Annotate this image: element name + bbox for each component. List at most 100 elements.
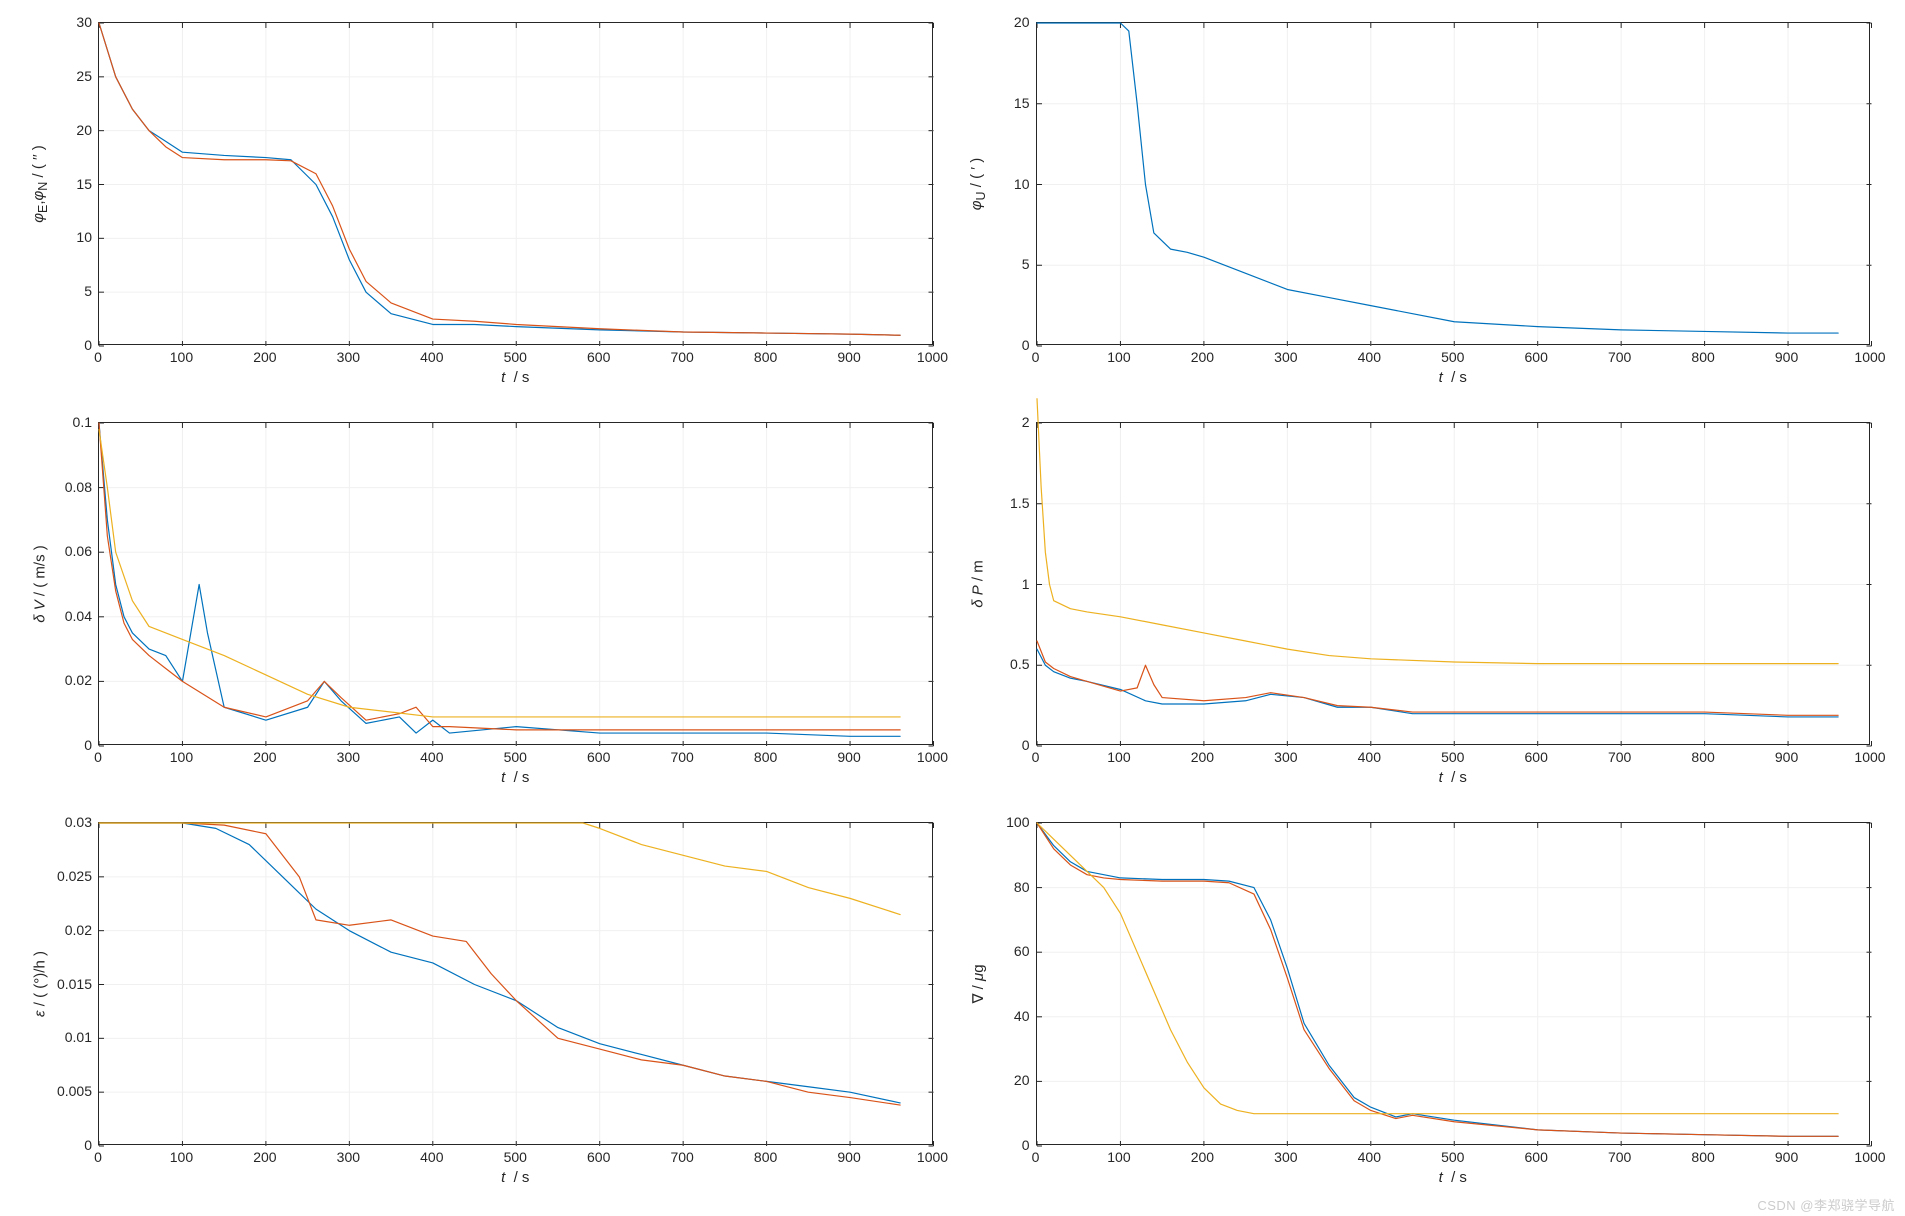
plot-area — [98, 22, 933, 345]
xtick-label: 700 — [1608, 1149, 1631, 1165]
panel-deltaV: 0100200300400500600700800900100000.020.0… — [20, 410, 948, 800]
panel-eps: 0100200300400500600700800900100000.0050.… — [20, 810, 948, 1200]
series-line — [1037, 23, 1838, 333]
ytick-label: 0.025 — [57, 868, 92, 884]
xtick-label: 500 — [1441, 349, 1464, 365]
xtick-label: 1000 — [917, 349, 948, 365]
ytick-label: 2 — [1022, 414, 1030, 430]
xtick-label: 200 — [1191, 349, 1214, 365]
ytick-label: 100 — [1006, 814, 1029, 830]
ytick-label: 0 — [1022, 1137, 1030, 1153]
series-line — [1037, 823, 1838, 1114]
ytick-label: 20 — [1014, 14, 1030, 30]
xtick-label: 900 — [837, 349, 860, 365]
xtick-label: 100 — [170, 349, 193, 365]
xtick-label: 100 — [1107, 349, 1130, 365]
xtick-label: 600 — [587, 1149, 610, 1165]
series-line — [1037, 399, 1838, 664]
xtick-label: 0 — [94, 1149, 102, 1165]
xtick-label: 500 — [504, 749, 527, 765]
plot-area — [1036, 422, 1871, 745]
ytick-label: 5 — [84, 283, 92, 299]
panel-phi_EN: 0100200300400500600700800900100005101520… — [20, 10, 948, 400]
xtick-label: 0 — [1032, 1149, 1040, 1165]
ytick-label: 10 — [76, 229, 92, 245]
series-line — [99, 823, 900, 1103]
ylabel: δ V / ( m/s ) — [32, 545, 49, 623]
ylabel: φU / ( ′ ) — [968, 157, 988, 209]
xtick-label: 300 — [1274, 749, 1297, 765]
xtick-label: 700 — [670, 1149, 693, 1165]
xtick-label: 900 — [837, 749, 860, 765]
xtick-label: 1000 — [917, 749, 948, 765]
plot-area — [98, 822, 933, 1145]
ytick-label: 20 — [76, 122, 92, 138]
xtick-label: 200 — [253, 749, 276, 765]
ytick-label: 25 — [76, 68, 92, 84]
ytick-label: 60 — [1014, 943, 1030, 959]
ytick-label: 0.08 — [65, 479, 92, 495]
xtick-label: 400 — [1358, 749, 1381, 765]
ytick-label: 10 — [1014, 176, 1030, 192]
xlabel: t / s — [1439, 1169, 1467, 1186]
series-line — [1037, 641, 1838, 715]
xtick-label: 300 — [337, 749, 360, 765]
xtick-label: 600 — [1525, 1149, 1548, 1165]
xtick-label: 100 — [1107, 1149, 1130, 1165]
ytick-label: 0.5 — [1010, 656, 1029, 672]
xtick-label: 200 — [253, 349, 276, 365]
xtick-label: 900 — [837, 1149, 860, 1165]
ylabel: φE,φN / ( ′′ ) — [30, 145, 50, 223]
xtick-label: 800 — [754, 749, 777, 765]
xlabel: t / s — [501, 769, 529, 786]
ytick-label: 0.02 — [65, 922, 92, 938]
series-line — [99, 823, 900, 1105]
ytick-label: 5 — [1022, 256, 1030, 272]
xtick-label: 200 — [1191, 1149, 1214, 1165]
xtick-label: 800 — [754, 349, 777, 365]
xtick-label: 700 — [1608, 349, 1631, 365]
xtick-label: 700 — [670, 749, 693, 765]
ytick-label: 0.04 — [65, 608, 92, 624]
ytick-label: 0 — [1022, 737, 1030, 753]
ytick-label: 1 — [1022, 576, 1030, 592]
xtick-label: 1000 — [1854, 749, 1885, 765]
ytick-label: 0 — [84, 337, 92, 353]
xtick-label: 700 — [670, 349, 693, 365]
xtick-label: 600 — [587, 749, 610, 765]
xtick-label: 900 — [1775, 749, 1798, 765]
xtick-label: 500 — [504, 1149, 527, 1165]
xtick-label: 500 — [1441, 1149, 1464, 1165]
xtick-label: 400 — [420, 749, 443, 765]
panel-phi_U: 0100200300400500600700800900100005101520… — [958, 10, 1886, 400]
series-line — [99, 23, 900, 335]
xtick-label: 700 — [1608, 749, 1631, 765]
ylabel: ε / ( (°)/h ) — [32, 951, 49, 1017]
series-line — [99, 23, 900, 335]
xtick-label: 300 — [1274, 349, 1297, 365]
xtick-label: 0 — [94, 349, 102, 365]
xtick-label: 0 — [94, 749, 102, 765]
xtick-label: 400 — [420, 1149, 443, 1165]
xtick-label: 600 — [587, 349, 610, 365]
xtick-label: 300 — [337, 1149, 360, 1165]
xtick-label: 0 — [1032, 749, 1040, 765]
xtick-label: 900 — [1775, 349, 1798, 365]
xtick-label: 0 — [1032, 349, 1040, 365]
ytick-label: 80 — [1014, 879, 1030, 895]
ytick-label: 40 — [1014, 1008, 1030, 1024]
xtick-label: 300 — [1274, 1149, 1297, 1165]
ytick-label: 30 — [76, 14, 92, 30]
ytick-label: 0.06 — [65, 543, 92, 559]
xtick-label: 400 — [1358, 1149, 1381, 1165]
ytick-label: 0.015 — [57, 976, 92, 992]
panel-nabla: 0100200300400500600700800900100002040608… — [958, 810, 1886, 1200]
plot-area — [98, 422, 933, 745]
xtick-label: 800 — [1691, 1149, 1714, 1165]
ytick-label: 0.01 — [65, 1029, 92, 1045]
ytick-label: 0.02 — [65, 672, 92, 688]
ytick-label: 0.03 — [65, 814, 92, 830]
xlabel: t / s — [1439, 769, 1467, 786]
ytick-label: 15 — [76, 176, 92, 192]
ytick-label: 0 — [84, 737, 92, 753]
